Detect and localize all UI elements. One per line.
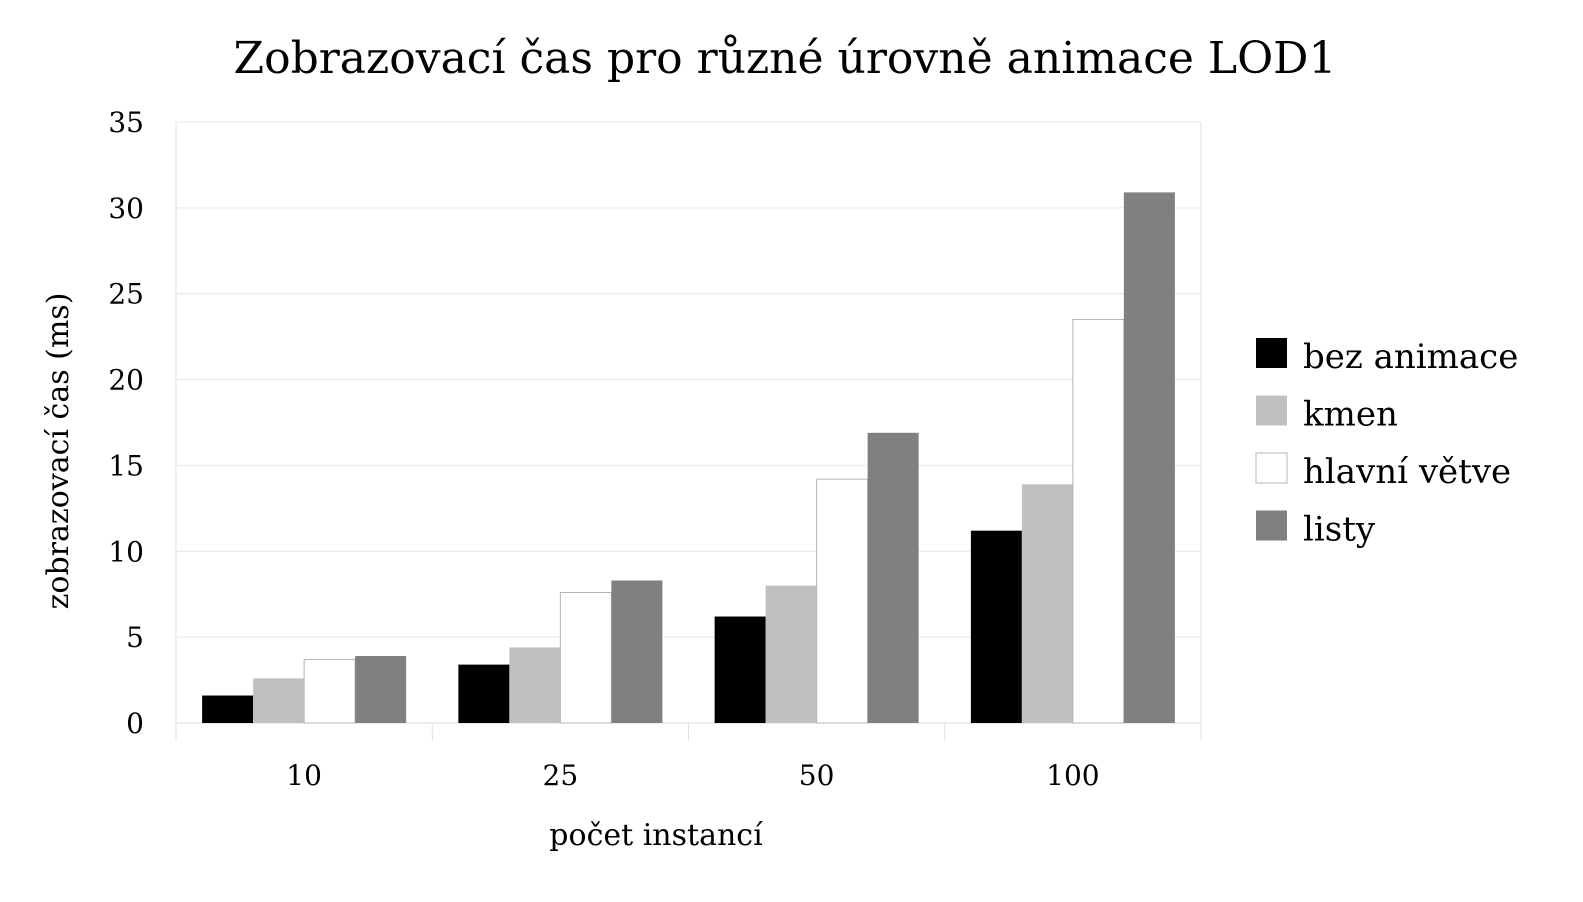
bar-2-100: [1021, 484, 1073, 723]
x-axis-ticks: 10 25 50 100: [286, 759, 1099, 792]
bar-1-100: [970, 530, 1022, 723]
grid: [176, 121, 1201, 638]
chart-title: Zobrazovací čas pro různé úrovně animace…: [234, 33, 1337, 84]
y-axis-label: zobrazovací čas (ms): [41, 293, 76, 610]
legend-swatch: [1255, 452, 1288, 484]
y-tick-label: 15: [108, 449, 144, 482]
legend-swatch: [1256, 395, 1287, 426]
bar-1-10: [202, 695, 254, 723]
legend-label: listy: [1303, 510, 1376, 550]
y-tick-label: 5: [126, 621, 144, 654]
bar-2-25: [509, 647, 561, 723]
x-tick-label: 100: [1046, 759, 1099, 792]
y-tick-label: 0: [126, 707, 144, 740]
y-tick-label: 25: [108, 278, 144, 311]
y-tick-label: 10: [108, 535, 144, 568]
y-tick-label: 20: [108, 364, 144, 397]
bar-4-25: [611, 580, 663, 723]
bar-2-50: [765, 585, 817, 723]
y-tick-label: 35: [108, 106, 144, 139]
bar-4-100: [1123, 192, 1175, 724]
bar-4-10: [355, 656, 407, 723]
x-tick-label: 50: [799, 759, 835, 792]
bar-1-25: [458, 664, 510, 723]
y-tick-label: 30: [108, 192, 144, 225]
y-axis-ticks: 0 5 10 15 20 25 30 35: [108, 106, 144, 740]
bar-3-100: [1072, 318, 1125, 724]
bar-3-50: [816, 478, 869, 724]
x-axis-label: počet instancí: [549, 818, 763, 853]
legend-swatch: [1256, 510, 1287, 541]
bar-1-50: [714, 616, 766, 723]
legend-swatch: [1256, 338, 1287, 368]
bar-4-50: [867, 432, 919, 723]
x-tick-label: 10: [286, 759, 322, 792]
legend-label: hlavní větve: [1303, 452, 1511, 492]
legend-label: bez animace: [1303, 337, 1518, 377]
legend-label: kmen: [1303, 395, 1398, 435]
bar-3-10: [303, 658, 356, 724]
bar-3-25: [559, 591, 612, 724]
legend: bez animace kmen hlavní větve listy: [1255, 337, 1518, 550]
bars: [202, 192, 1175, 724]
x-tick-label: 25: [543, 759, 579, 792]
bar-2-10: [253, 678, 305, 723]
